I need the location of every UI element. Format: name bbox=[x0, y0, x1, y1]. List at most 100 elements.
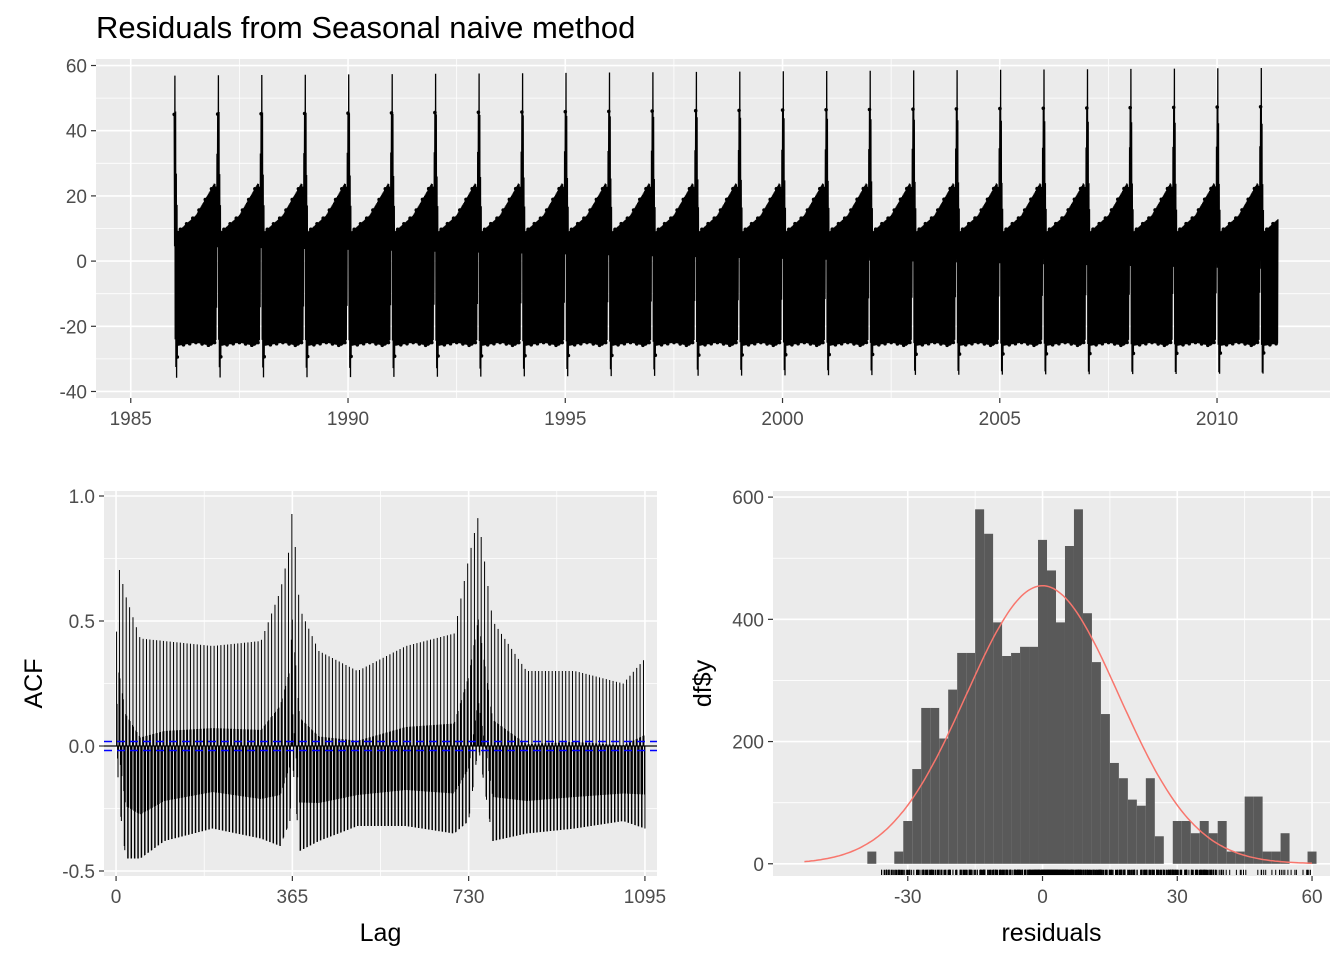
residual-point bbox=[678, 342, 682, 346]
residual-point bbox=[1252, 186, 1257, 191]
residual-point bbox=[1230, 341, 1235, 346]
residual-point bbox=[1035, 186, 1039, 191]
residual-point bbox=[1237, 340, 1241, 345]
residual-point bbox=[883, 341, 887, 346]
residual-point bbox=[333, 197, 338, 202]
residual-point bbox=[768, 197, 772, 202]
residual-point bbox=[864, 340, 869, 345]
residual-point bbox=[603, 340, 608, 345]
residual-point bbox=[901, 343, 906, 348]
histogram-bar bbox=[1199, 821, 1209, 864]
residual-point bbox=[523, 353, 527, 358]
residual-point bbox=[1072, 197, 1077, 202]
residual-point bbox=[662, 221, 667, 226]
residual-point bbox=[675, 208, 679, 212]
residual-point bbox=[948, 186, 952, 191]
residual-point bbox=[1147, 216, 1151, 220]
histogram-bar bbox=[1145, 778, 1155, 864]
residual-point bbox=[1094, 343, 1098, 347]
residual-point bbox=[1265, 227, 1269, 231]
residual-point bbox=[414, 208, 419, 212]
chart-title: Residuals from Seasonal naive method bbox=[96, 10, 636, 45]
residual-point bbox=[1243, 342, 1247, 346]
residual-point bbox=[1013, 341, 1018, 346]
residual-point bbox=[588, 208, 592, 212]
residual-point bbox=[802, 340, 807, 345]
residual-point bbox=[1255, 340, 1260, 345]
residual-point bbox=[647, 340, 651, 345]
residual-point bbox=[1258, 105, 1263, 109]
residual-point bbox=[982, 342, 987, 346]
residual-point bbox=[911, 107, 915, 111]
residual-point bbox=[579, 341, 583, 346]
residual-point bbox=[1097, 221, 1101, 226]
residual-point bbox=[634, 342, 639, 346]
residual-point bbox=[507, 197, 512, 202]
residual-point bbox=[827, 352, 831, 357]
residual-point bbox=[439, 227, 444, 232]
acf-x-tick-label: 365 bbox=[277, 887, 309, 908]
histogram-bar bbox=[1253, 796, 1263, 864]
residual-point bbox=[445, 221, 450, 226]
residual-point bbox=[495, 216, 499, 220]
residual-point bbox=[1010, 221, 1015, 226]
residual-point bbox=[1088, 351, 1092, 356]
residual-point bbox=[740, 353, 744, 357]
residual-point bbox=[430, 340, 434, 345]
residual-point bbox=[1215, 105, 1219, 109]
residual-point bbox=[780, 108, 785, 112]
residual-point bbox=[1224, 343, 1229, 347]
residual-point bbox=[1081, 340, 1086, 345]
residual-point bbox=[995, 340, 999, 345]
residual-series-y-tick-label: 60 bbox=[66, 57, 87, 78]
residual-point bbox=[597, 343, 602, 348]
histogram-bar bbox=[1154, 836, 1164, 864]
residual-point bbox=[585, 340, 589, 345]
residual-point bbox=[712, 216, 717, 220]
acf-y-tick-label: -0.5 bbox=[62, 862, 95, 883]
residual-point bbox=[1116, 197, 1120, 202]
residual-point bbox=[988, 343, 993, 348]
residual-point bbox=[793, 221, 797, 226]
residual-point bbox=[374, 342, 378, 346]
residual-point bbox=[489, 221, 493, 226]
residual-point bbox=[197, 208, 201, 212]
residual-point bbox=[743, 227, 748, 232]
residual-point bbox=[538, 216, 543, 220]
histogram-bar bbox=[1091, 662, 1101, 864]
residual-point bbox=[187, 341, 192, 346]
residual-point bbox=[433, 110, 437, 115]
residual-point bbox=[520, 110, 524, 114]
residual-point bbox=[535, 341, 540, 346]
residual-point bbox=[973, 216, 977, 220]
residual-point bbox=[343, 340, 347, 345]
residual-point bbox=[808, 342, 813, 346]
residual-point bbox=[920, 343, 925, 347]
residual-point bbox=[399, 343, 403, 347]
residual-point bbox=[1168, 340, 1173, 345]
residual-point bbox=[709, 341, 713, 346]
residual-point bbox=[665, 341, 670, 346]
residual-point bbox=[1159, 197, 1164, 202]
residual-series-x-tick-label: 2005 bbox=[979, 409, 1021, 430]
histogram-bar bbox=[957, 652, 967, 864]
residual-point bbox=[839, 341, 844, 346]
histogram-x-axis-title: residuals bbox=[1001, 919, 1101, 947]
residual-point bbox=[277, 216, 282, 220]
residual-point bbox=[1171, 105, 1176, 110]
residual-point bbox=[1038, 340, 1042, 345]
residual-point bbox=[693, 108, 698, 113]
residual-point bbox=[296, 187, 301, 191]
residual-point bbox=[318, 341, 322, 346]
residual-point bbox=[184, 222, 189, 226]
histogram-bar bbox=[1208, 833, 1218, 864]
residual-point bbox=[268, 343, 273, 347]
residual-point bbox=[1187, 341, 1191, 346]
residual-point bbox=[1063, 340, 1067, 345]
residual-point bbox=[731, 186, 735, 191]
residual-series-x-tick-label: 2000 bbox=[761, 409, 803, 430]
histogram-bar bbox=[1217, 821, 1227, 864]
residual-point bbox=[600, 186, 605, 191]
residual-point bbox=[377, 197, 381, 202]
residual-point bbox=[219, 355, 223, 359]
